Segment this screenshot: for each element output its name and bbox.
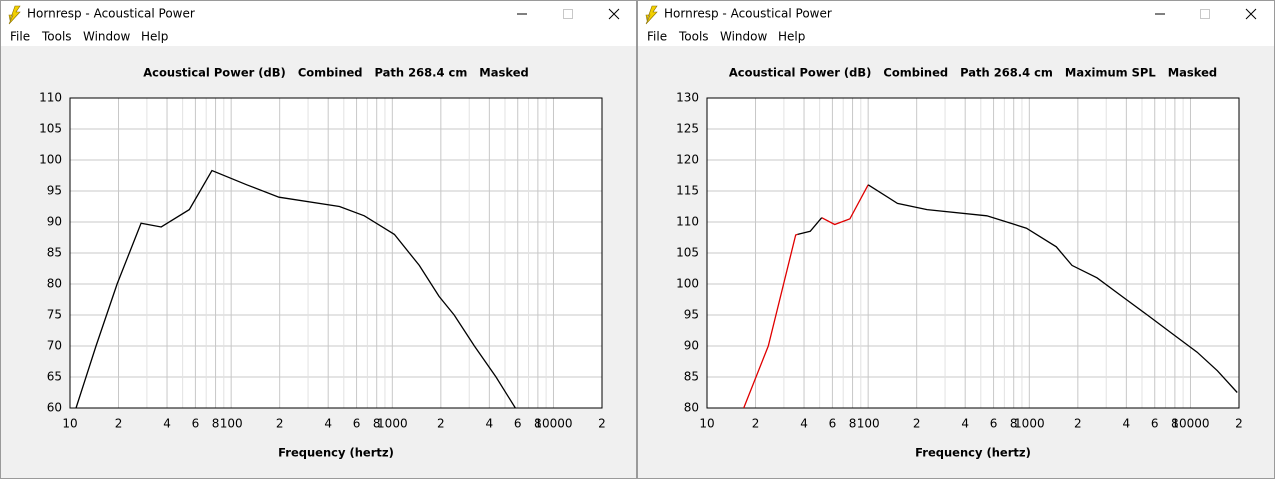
y-tick-label: 105 [676, 246, 699, 260]
plot-border [69, 97, 603, 409]
y-tick-label: 100 [39, 153, 62, 167]
y-tick-label: 115 [676, 184, 699, 198]
x-tick-label: 100 [857, 417, 880, 431]
x-tick-label: 1000 [1014, 417, 1045, 431]
x-tick-label: 10000 [1171, 417, 1209, 431]
response-line [743, 184, 869, 409]
x-tick-label: 6 [192, 417, 200, 431]
window-title: Hornresp - Acoustical Power [27, 7, 195, 21]
response-line [797, 184, 1238, 393]
x-tick-label: 10 [699, 417, 714, 431]
y-tick-label: 80 [684, 401, 699, 415]
x-tick-label: 8 [849, 417, 857, 431]
x-tick-label: 8 [534, 417, 542, 431]
menu-item[interactable]: Tools [41, 30, 72, 44]
y-tick-label: 85 [684, 370, 699, 384]
plot-border [706, 97, 1240, 409]
x-tick-label: 4 [1123, 417, 1131, 431]
x-tick-label: 2 [1074, 417, 1082, 431]
y-tick-label: 70 [47, 339, 62, 353]
x-tick-label: 4 [163, 417, 171, 431]
x-tick-label: 6 [1151, 417, 1159, 431]
x-tick-label: 2 [752, 417, 760, 431]
x-tick-label: 1000 [377, 417, 408, 431]
y-tick-label: 110 [39, 91, 62, 105]
x-tick-label: 8 [1171, 417, 1179, 431]
y-tick-label: 85 [47, 246, 62, 260]
x-tick-label: 8 [212, 417, 220, 431]
x-tick-label: 6 [514, 417, 522, 431]
y-tick-label: 130 [676, 91, 699, 105]
chart-title: Acoustical Power (dB) Combined Path 268.… [143, 66, 528, 80]
x-tick-label: 2 [1235, 417, 1243, 431]
chart-title: Acoustical Power (dB) Combined Path 268.… [729, 66, 1217, 80]
x-tick-label: 8 [1010, 417, 1018, 431]
x-tick-label: 2 [115, 417, 123, 431]
x-tick-label: 6 [353, 417, 361, 431]
y-tick-label: 120 [676, 153, 699, 167]
x-tick-label: 6 [829, 417, 837, 431]
x-axis-label: Frequency (hertz) [278, 446, 394, 460]
x-tick-label: 4 [800, 417, 808, 431]
menu-item[interactable]: Help [778, 30, 805, 44]
y-tick-label: 60 [47, 401, 62, 415]
x-tick-label: 4 [324, 417, 332, 431]
y-tick-label: 110 [676, 215, 699, 229]
window-title: Hornresp - Acoustical Power [664, 7, 832, 21]
x-tick-label: 6 [990, 417, 998, 431]
y-tick-label: 125 [676, 122, 699, 136]
y-tick-label: 105 [39, 122, 62, 136]
y-tick-label: 90 [47, 215, 62, 229]
x-tick-label: 2 [276, 417, 284, 431]
y-tick-label: 95 [684, 308, 699, 322]
y-tick-label: 80 [47, 277, 62, 291]
y-tick-label: 65 [47, 370, 62, 384]
y-tick-label: 75 [47, 308, 62, 322]
x-tick-label: 100 [220, 417, 243, 431]
x-tick-label: 10000 [534, 417, 572, 431]
y-tick-label: 95 [47, 184, 62, 198]
x-tick-label: 8 [373, 417, 381, 431]
menu-item[interactable]: Tools [678, 30, 709, 44]
menu-item[interactable]: Help [141, 30, 168, 44]
menu-item[interactable]: Window [720, 30, 768, 44]
x-axis-label: Frequency (hertz) [915, 446, 1031, 460]
x-tick-label: 2 [437, 417, 445, 431]
x-tick-label: 10 [62, 417, 77, 431]
menu-item[interactable]: File [647, 30, 667, 44]
x-tick-label: 2 [913, 417, 921, 431]
menu-item[interactable]: File [10, 30, 30, 44]
menu-item[interactable]: Window [83, 30, 131, 44]
y-tick-label: 90 [684, 339, 699, 353]
response-line [75, 169, 516, 409]
x-tick-label: 2 [598, 417, 606, 431]
x-tick-label: 4 [961, 417, 969, 431]
y-tick-label: 100 [676, 277, 699, 291]
x-tick-label: 4 [486, 417, 494, 431]
